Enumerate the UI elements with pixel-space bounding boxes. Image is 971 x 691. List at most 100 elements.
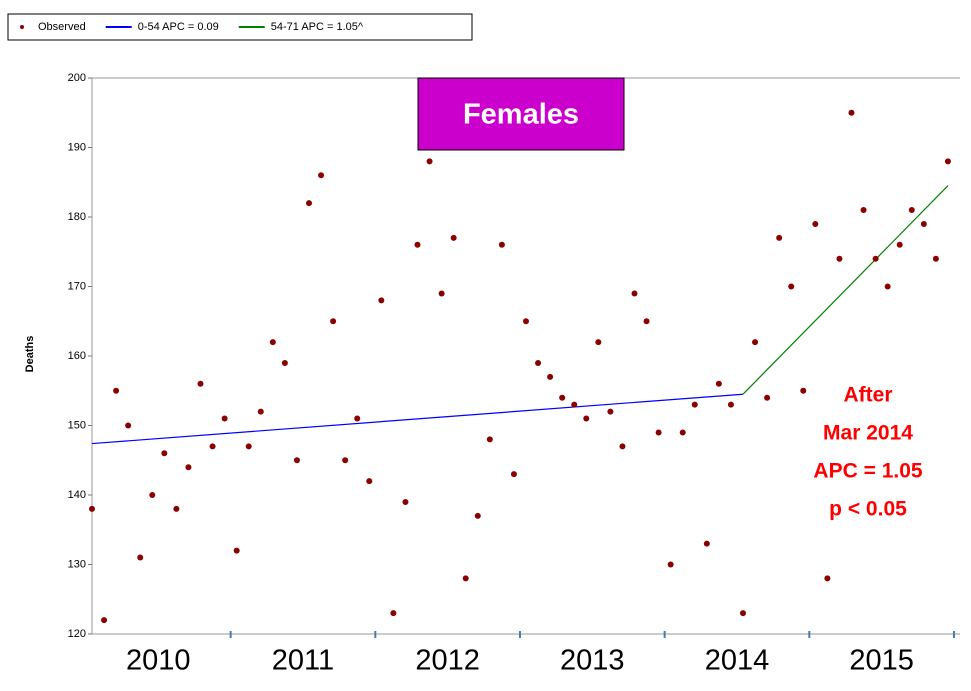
annotation: APC = 1.05 xyxy=(813,460,922,483)
point xyxy=(137,554,144,561)
trend-line xyxy=(742,185,949,395)
point xyxy=(595,339,602,346)
point xyxy=(462,575,469,582)
point xyxy=(390,610,397,617)
point xyxy=(703,540,710,547)
legend-swatch xyxy=(20,25,24,29)
trend-line xyxy=(91,393,744,445)
y-tick-label: 200 xyxy=(68,72,86,84)
point xyxy=(764,394,771,401)
point xyxy=(872,255,879,262)
y-tick-label: 190 xyxy=(68,141,86,153)
y-tick-label: 140 xyxy=(68,489,86,501)
y-tick-label: 180 xyxy=(68,211,86,223)
point xyxy=(812,220,819,227)
point xyxy=(366,478,373,485)
point xyxy=(149,492,156,498)
chart-title: Females xyxy=(463,99,579,131)
point xyxy=(125,422,132,429)
point xyxy=(667,561,674,568)
point xyxy=(245,443,252,450)
point xyxy=(510,471,517,478)
point xyxy=(571,401,578,408)
point xyxy=(161,450,168,457)
point xyxy=(306,200,312,207)
title-box xyxy=(417,77,625,151)
point xyxy=(113,387,120,394)
point xyxy=(679,429,686,436)
point xyxy=(848,109,855,116)
point xyxy=(776,234,783,241)
x-tick-label: 2015 xyxy=(849,645,914,677)
point xyxy=(293,457,300,464)
point xyxy=(896,241,903,248)
point xyxy=(824,575,831,582)
point xyxy=(740,610,746,617)
point xyxy=(559,394,566,401)
x-tick-label: 2011 xyxy=(272,645,334,677)
y-tick-label: 150 xyxy=(68,419,86,431)
point xyxy=(655,429,662,436)
point xyxy=(281,359,288,366)
point xyxy=(715,380,722,387)
point xyxy=(426,158,433,165)
point xyxy=(498,241,505,248)
point xyxy=(330,318,337,325)
y-tick-label: 120 xyxy=(68,628,86,640)
point xyxy=(89,505,95,512)
point xyxy=(920,220,927,227)
point xyxy=(932,255,939,262)
point xyxy=(354,415,361,422)
x-tick-label: 2014 xyxy=(705,645,770,677)
point xyxy=(474,512,481,519)
point xyxy=(908,207,915,214)
point xyxy=(402,498,409,505)
annotation: Mar 2014 xyxy=(823,422,913,445)
point xyxy=(101,617,108,624)
point xyxy=(450,234,457,241)
point xyxy=(173,505,180,512)
point xyxy=(884,283,891,290)
point xyxy=(836,255,843,262)
point xyxy=(619,443,626,450)
point xyxy=(727,401,734,408)
point xyxy=(944,158,951,165)
point xyxy=(414,241,421,248)
point xyxy=(269,339,276,346)
y-tick-label: 160 xyxy=(68,350,86,362)
point xyxy=(438,290,445,297)
point xyxy=(221,415,228,422)
point xyxy=(631,290,638,297)
point xyxy=(233,547,240,554)
point xyxy=(643,318,650,325)
point xyxy=(486,436,493,443)
point xyxy=(209,443,216,450)
point xyxy=(800,387,807,394)
point xyxy=(535,359,542,366)
y-tick-label: 170 xyxy=(68,280,86,292)
point xyxy=(318,172,325,179)
y-tick-label: 130 xyxy=(68,558,86,570)
point xyxy=(788,283,795,290)
point xyxy=(197,380,204,387)
annotation: After xyxy=(843,384,892,407)
annotation: p < 0.05 xyxy=(829,498,907,521)
point xyxy=(378,297,385,304)
legend-label: 54-71 APC = 1.05^ xyxy=(271,21,364,33)
legend-label: 0-54 APC = 0.09 xyxy=(138,21,219,33)
x-tick-label: 2012 xyxy=(415,645,480,677)
legend-label: Observed xyxy=(38,21,86,33)
x-tick-label: 2013 xyxy=(560,645,625,677)
point xyxy=(860,207,867,214)
point xyxy=(342,457,349,464)
point xyxy=(547,373,554,380)
x-tick-label: 2010 xyxy=(126,645,191,677)
point xyxy=(691,401,698,408)
point xyxy=(752,339,759,346)
point xyxy=(607,408,614,415)
point xyxy=(257,408,264,415)
point xyxy=(523,318,529,325)
point xyxy=(185,464,192,471)
point xyxy=(583,415,590,422)
